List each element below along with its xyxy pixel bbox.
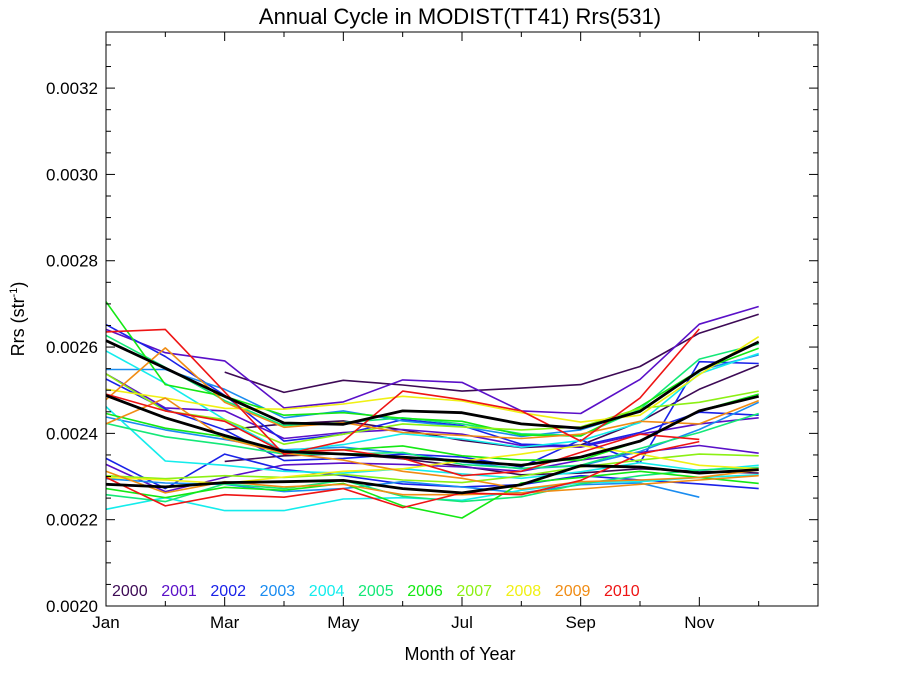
series-line-12: [105, 350, 759, 452]
series-line-25: [105, 347, 759, 440]
y-axis-label-superscript: -1: [8, 288, 20, 298]
svg-text:Rrs (str-1): Rrs (str-1): [8, 282, 28, 357]
series-line-4: [105, 373, 759, 449]
series-line-22: [105, 453, 759, 484]
x-tick-label: Mar: [210, 613, 240, 632]
x-axis-label: Month of Year: [404, 644, 515, 664]
mean-series-line-33: [105, 464, 759, 495]
legend-entry-2010: 2010: [604, 583, 640, 600]
mean-series-line-31: [105, 339, 760, 430]
series-line-30: [105, 440, 700, 509]
chart-title: Annual Cycle in MODIST(TT41) Rrs(531): [259, 4, 661, 29]
series-line-17: [105, 466, 759, 503]
legend-entry-2005: 2005: [358, 583, 394, 600]
x-tick-label: May: [327, 613, 360, 632]
x-tick-label: Jan: [92, 613, 119, 632]
series-line-20: [105, 470, 759, 519]
y-axis-label-main: Rrs (str: [8, 297, 28, 356]
legend: 2000 2001 2002 2003 2004 2005 2006 2007 2008 2009…: [112, 583, 640, 600]
series-line-6: [105, 323, 759, 447]
series-line-23: [105, 336, 760, 423]
y-axis-label: Rrs (str-1): [8, 282, 28, 357]
series-line-10: [105, 401, 760, 470]
legend-entry-2006: 2006: [407, 583, 443, 600]
series-line-14: [105, 474, 759, 512]
series-line-21: [105, 373, 759, 446]
x-tick-label: Jul: [451, 613, 473, 632]
y-tick-label: 0.0022: [46, 511, 98, 530]
y-axis-label-end: ): [8, 282, 28, 288]
plot-frame: [105, 31, 819, 607]
legend-entry-2001: 2001: [161, 583, 197, 600]
series-line-3: [105, 305, 759, 415]
legend-entry-2003: 2003: [260, 583, 296, 600]
y-tick-label: 0.0020: [46, 597, 98, 616]
x-tick-label: Nov: [684, 613, 715, 632]
axes-layer: 0.0020 0.0022 0.0024 0.0026 0.0028 0.0030 0.00…: [46, 31, 819, 632]
y-tick-label: 0.0026: [46, 338, 98, 357]
legend-entry-2004: 2004: [309, 583, 345, 600]
y-tick-label: 0.0030: [46, 165, 98, 184]
series-layer: [105, 301, 760, 519]
x-tick-label: Sep: [566, 613, 596, 632]
y-tick-label: 0.0024: [46, 424, 98, 443]
legend-entry-2009: 2009: [555, 583, 591, 600]
mean-series-line-32: [105, 394, 760, 467]
series-line-13: [105, 406, 759, 480]
series-line-18: [105, 301, 759, 437]
y-tick-label: 0.0032: [46, 79, 98, 98]
y-tick-label: 0.0028: [46, 252, 98, 271]
legend-entry-2008: 2008: [506, 583, 542, 600]
series-line-28: [105, 328, 700, 456]
legend-entry-2000: 2000: [112, 583, 148, 600]
legend-entry-2007: 2007: [456, 583, 492, 600]
series-line-0: [224, 313, 759, 394]
legend-entry-2002: 2002: [210, 583, 246, 600]
